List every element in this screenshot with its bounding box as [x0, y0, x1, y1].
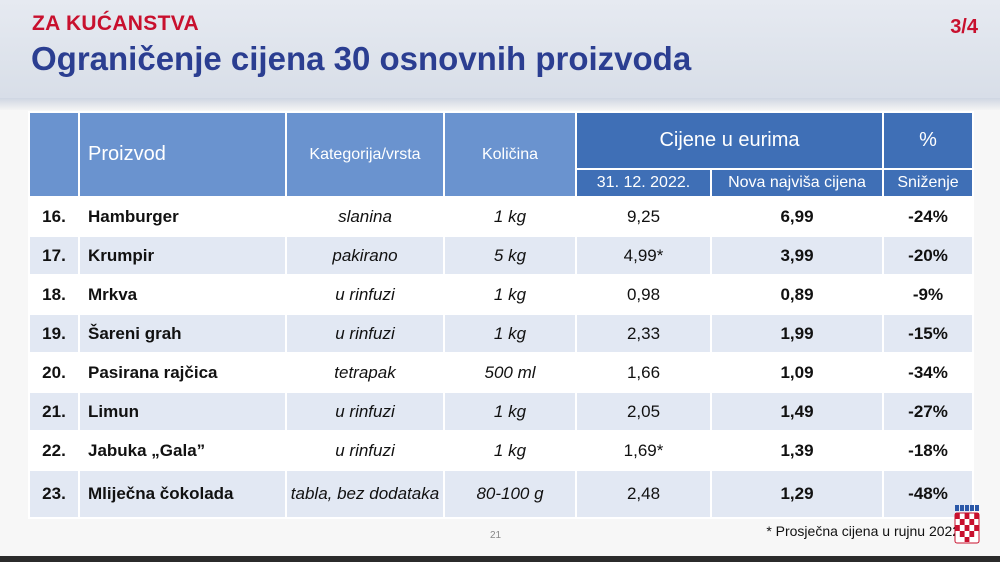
page-title: Ograničenje cijena 30 osnovnih proizvoda [31, 40, 692, 77]
product-name: Mrkva [78, 274, 287, 315]
row-number: 23. [28, 469, 80, 519]
header-new-price: Nova najviša cijena [709, 168, 885, 198]
new-price: 1,09 [709, 352, 885, 393]
product-name: Šareni grah [78, 313, 287, 354]
product-category: tetrapak [285, 352, 445, 393]
section-label: ZA KUĆANSTVA [32, 12, 199, 35]
reduction-percent: -27% [882, 391, 975, 432]
product-quantity: 1 kg [443, 430, 577, 471]
reduction-percent: -9% [882, 274, 975, 315]
reduction-percent: -24% [882, 196, 975, 237]
product-category: pakirano [285, 235, 445, 276]
old-price: 1,66 [575, 352, 712, 393]
product-name: Limun [78, 391, 287, 432]
product-quantity: 500 ml [443, 352, 577, 393]
row-number: 20. [28, 352, 80, 393]
page-indicator: 3/4 [950, 16, 978, 38]
product-category: u rinfuzi [285, 391, 445, 432]
footnote: * Prosječna cijena u rujnu 2022. [766, 523, 964, 539]
old-price: 1,69* [575, 430, 712, 471]
old-price: 9,25 [575, 196, 712, 237]
table-row: 18. Mrkva u rinfuzi 1 kg 0,98 0,89 -9% [28, 274, 975, 315]
header-quantity: Količina [443, 111, 577, 198]
product-name: Jabuka „Gala” [78, 430, 287, 471]
header-reduction: Sniženje [882, 168, 975, 198]
row-number: 16. [28, 196, 80, 237]
price-table: Proizvod Kategorija/vrsta Količina Cijen… [28, 111, 975, 519]
product-quantity: 1 kg [443, 313, 577, 354]
slide-header [0, 0, 1000, 98]
old-price: 2,05 [575, 391, 712, 432]
header-prices-group: Cijene u eurima [574, 111, 885, 170]
croatian-coat-of-arms-icon [954, 505, 980, 545]
product-name: Hamburger [78, 196, 287, 237]
old-price: 2,48 [575, 469, 712, 519]
row-number: 19. [28, 313, 80, 354]
product-category: u rinfuzi [285, 430, 445, 471]
old-price: 2,33 [575, 313, 712, 354]
new-price: 6,99 [709, 196, 885, 237]
header-divider [0, 98, 1000, 110]
new-price: 0,89 [709, 274, 885, 315]
new-price: 1,39 [709, 430, 885, 471]
table-row: 22. Jabuka „Gala” u rinfuzi 1 kg 1,69* 1… [28, 430, 975, 471]
table-row: 23. Mliječna čokolada tabla, bez dodatak… [28, 469, 975, 519]
reduction-percent: -18% [882, 430, 975, 471]
header-old-price: 31. 12. 2022. [575, 168, 712, 198]
product-category: tabla, bez dodataka [285, 469, 445, 519]
table-row: 17. Krumpir pakirano 5 kg 4,99* 3,99 -20… [28, 235, 975, 276]
row-number: 22. [28, 430, 80, 471]
row-number: 17. [28, 235, 80, 276]
row-number: 21. [28, 391, 80, 432]
reduction-percent: -20% [882, 235, 975, 276]
product-category: slanina [285, 196, 445, 237]
reduction-percent: -15% [882, 313, 975, 354]
row-number: 18. [28, 274, 80, 315]
header-number-cell [28, 111, 80, 198]
product-category: u rinfuzi [285, 313, 445, 354]
new-price: 3,99 [709, 235, 885, 276]
product-quantity: 1 kg [443, 274, 577, 315]
product-name: Krumpir [78, 235, 287, 276]
table-row: 21. Limun u rinfuzi 1 kg 2,05 1,49 -27% [28, 391, 975, 432]
new-price: 1,49 [709, 391, 885, 432]
product-category: u rinfuzi [285, 274, 445, 315]
reduction-percent: -34% [882, 352, 975, 393]
product-quantity: 1 kg [443, 391, 577, 432]
header-percent: % [882, 111, 975, 170]
table-row: 20. Pasirana rajčica tetrapak 500 ml 1,6… [28, 352, 975, 393]
table-row: 19. Šareni grah u rinfuzi 1 kg 2,33 1,99… [28, 313, 975, 354]
new-price: 1,29 [709, 469, 885, 519]
old-price: 4,99* [575, 235, 712, 276]
old-price: 0,98 [575, 274, 712, 315]
header-product: Proizvod [78, 111, 287, 198]
slide-number: 21 [490, 530, 502, 541]
product-quantity: 1 kg [443, 196, 577, 237]
product-quantity: 5 kg [443, 235, 577, 276]
table-row: 16. Hamburger slanina 1 kg 9,25 6,99 -24… [28, 196, 975, 237]
product-name: Mliječna čokolada [78, 469, 287, 519]
new-price: 1,99 [709, 313, 885, 354]
header-category: Kategorija/vrsta [285, 111, 445, 198]
product-name: Pasirana rajčica [78, 352, 287, 393]
product-quantity: 80-100 g [443, 469, 577, 519]
